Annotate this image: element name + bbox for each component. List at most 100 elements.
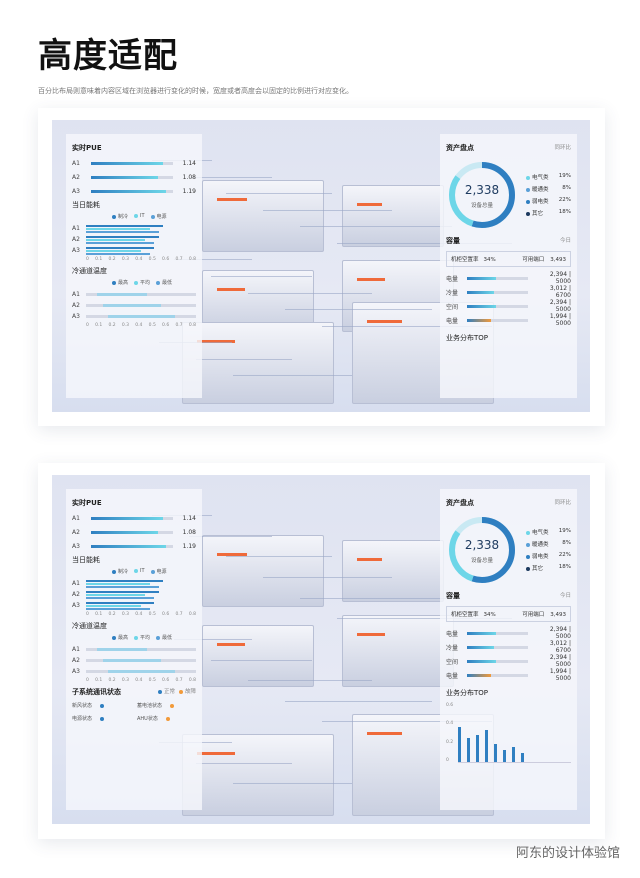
chart-row: A1 xyxy=(72,290,196,299)
tick-label: 0.6 xyxy=(162,612,170,617)
section-title: 资产盘点 同环比 xyxy=(446,498,571,508)
tick-label: 0.1 xyxy=(95,257,103,262)
fill xyxy=(91,516,164,520)
legend-item: 暖通类 xyxy=(526,185,549,193)
bar xyxy=(86,246,155,249)
legend-dot xyxy=(526,530,530,535)
chart-row: A3 xyxy=(72,246,196,255)
tick-label: 0.2 xyxy=(108,678,116,683)
bars xyxy=(86,293,196,296)
tick-label: 0.5 xyxy=(148,257,156,262)
building xyxy=(202,270,314,332)
watermark: 阿东的设计体验馆 xyxy=(515,846,620,861)
bar xyxy=(503,750,506,762)
row-label: A1 xyxy=(72,646,80,653)
legend-dot xyxy=(156,280,161,285)
legend-dot xyxy=(526,211,530,216)
legend-dot xyxy=(156,635,161,640)
bar xyxy=(86,585,159,588)
legend-label: 最高 xyxy=(118,280,129,286)
legend-value: 18% xyxy=(558,209,571,215)
donut-legend: 电气类 19% 暖通类 8% 弱电类 22% 其它 18% xyxy=(526,169,571,221)
row-value: 1.19 xyxy=(182,187,196,195)
bar xyxy=(86,238,146,241)
legend-label: 其它 xyxy=(532,566,544,572)
legend-row: 暖通类 8% xyxy=(526,540,571,548)
legend-dot xyxy=(134,280,139,285)
status-item: 电源状态 xyxy=(72,715,131,722)
ports: 可用端口 3,493 xyxy=(522,255,566,263)
donut-arc xyxy=(449,517,515,583)
legend-item: 最高 xyxy=(112,634,128,641)
tick-label: 0.8 xyxy=(188,612,196,617)
bar xyxy=(86,235,159,238)
track xyxy=(91,544,173,548)
legend-dot xyxy=(112,280,116,285)
donut-arc xyxy=(449,517,515,583)
chart-row: A1 xyxy=(72,224,196,233)
range xyxy=(86,315,196,318)
tick-label: 0.3 xyxy=(121,257,130,262)
row-label: A3 xyxy=(72,602,80,609)
range-fill xyxy=(97,293,147,296)
range xyxy=(86,293,196,296)
building-accent xyxy=(197,752,235,755)
legend-item: IT xyxy=(134,213,145,220)
chart-row: A2 xyxy=(72,590,196,599)
building-accent xyxy=(217,198,247,201)
tick-label: 0 xyxy=(86,612,89,617)
legend-label: 正常 xyxy=(163,689,175,695)
donut: 2,338 设备总量 xyxy=(446,514,518,586)
range xyxy=(86,670,196,673)
bars xyxy=(86,601,196,611)
row-value: 2,394 | 5000 xyxy=(549,299,571,313)
vacancy: 机柜空置率 34% xyxy=(451,255,496,263)
title: 资产盘点 xyxy=(446,144,474,152)
bars xyxy=(86,315,196,318)
donut-wrap: 2,338 设备总量 电气类 19% 暖通类 8% 弱电类 22% 其它 18% xyxy=(446,513,571,587)
legend-row: 其它 18% xyxy=(526,564,571,572)
pue-row: A3 1.19 xyxy=(72,541,196,551)
row-label: A1 xyxy=(72,159,80,167)
bar xyxy=(86,582,150,585)
legend-item: 其它 xyxy=(526,209,543,217)
donut-total: 2,338 xyxy=(464,183,500,197)
row-label: 空间 xyxy=(446,303,459,311)
status-dot xyxy=(165,716,170,721)
legend-label: 电源 xyxy=(156,214,167,220)
tick-label: 0 xyxy=(446,757,449,763)
bar xyxy=(86,249,141,252)
legend-value: 8% xyxy=(562,540,571,546)
row-label: A1 xyxy=(72,580,80,587)
scan-line xyxy=(263,209,392,211)
scan-line xyxy=(337,242,512,244)
track xyxy=(467,276,528,280)
title: 容量 xyxy=(446,592,460,600)
fill xyxy=(467,290,495,294)
section-title: 实时PUE xyxy=(72,498,196,508)
range xyxy=(86,304,196,307)
fill xyxy=(467,645,495,649)
vacancy-value: 34% xyxy=(483,612,496,618)
legend-row: 电气类 19% xyxy=(526,173,571,181)
pue-row: A2 1.08 xyxy=(72,172,196,182)
legend-row: 暖通类 8% xyxy=(526,185,571,193)
donut-label: 设备总量 xyxy=(470,203,493,209)
chart-row: A1 xyxy=(72,579,196,588)
legend-label: 最低 xyxy=(162,635,173,641)
bar xyxy=(86,241,155,244)
range xyxy=(86,648,196,651)
row-label: A2 xyxy=(72,591,80,598)
row-value: 1.08 xyxy=(182,528,196,536)
screenshot: 实时PUE A1 1.14 A2 1.08 A3 1.19 当日能耗 制冷 IT 电源 A1 A2 A3 0… xyxy=(52,475,590,824)
range-fill xyxy=(102,659,161,662)
chart-row: A2 xyxy=(72,301,196,310)
tick-label: 0.8 xyxy=(188,323,196,328)
tick-label: 0.3 xyxy=(121,612,130,617)
building-accent xyxy=(217,643,245,646)
scan-line xyxy=(322,325,492,327)
vacancy-label: 机柜空置率 xyxy=(451,612,479,618)
capacity-box: 机柜空置率 34% 可用端口 3,493 xyxy=(446,251,571,267)
building-accent xyxy=(217,288,245,291)
